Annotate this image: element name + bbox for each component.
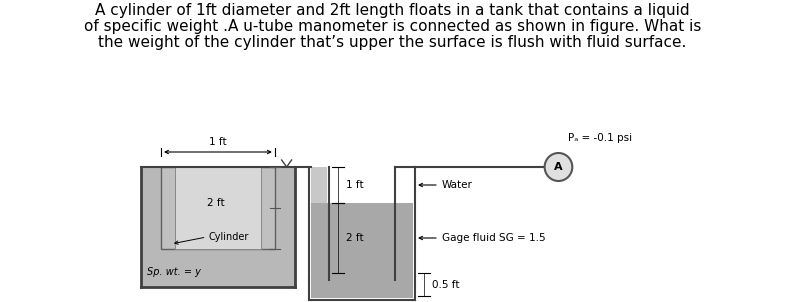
Text: Sp. wt. = y: Sp. wt. = y [148, 267, 201, 277]
Text: 0.5 ft: 0.5 ft [432, 279, 459, 290]
Text: A: A [554, 162, 563, 172]
Bar [141, 167, 294, 287]
Bar [312, 167, 327, 280]
Bar [312, 282, 413, 298]
Text: Cylinder: Cylinder [209, 232, 249, 242]
Circle shape [545, 153, 572, 181]
Text: 1 ft: 1 ft [346, 180, 363, 190]
Text: 2 ft: 2 ft [207, 198, 225, 208]
Text: 1 ft: 1 ft [209, 137, 227, 147]
Bar [312, 167, 327, 203]
Bar [175, 167, 261, 249]
Text: the weight of the cylinder that’s upper the surface is flush with fluid surface.: the weight of the cylinder that’s upper … [98, 35, 687, 50]
Bar [161, 167, 275, 249]
Text: Gage fluid SG = 1.5: Gage fluid SG = 1.5 [442, 233, 546, 243]
Bar [397, 273, 413, 298]
Text: 2 ft: 2 ft [346, 233, 363, 243]
Text: of specific weight .A u-tube manometer is connected as shown in figure. What is: of specific weight .A u-tube manometer i… [84, 19, 701, 34]
Bar [312, 203, 413, 298]
Text: Pₐ = -0.1 psi: Pₐ = -0.1 psi [568, 133, 633, 143]
Text: A cylinder of 1ft diameter and 2ft length floats in a tank that contains a liqui: A cylinder of 1ft diameter and 2ft lengt… [95, 3, 690, 18]
Text: Water: Water [442, 180, 473, 190]
Bar [397, 167, 413, 280]
